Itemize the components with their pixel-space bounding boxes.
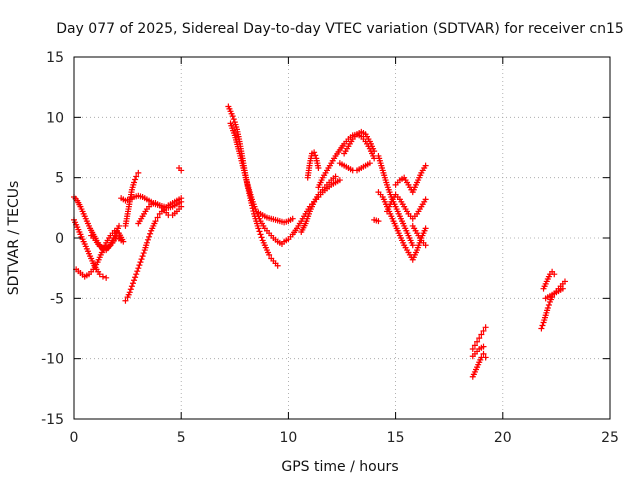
- data-point: [140, 250, 147, 257]
- data-point: [127, 286, 134, 293]
- y-tick-label: -10: [41, 352, 64, 368]
- data-point: [154, 214, 161, 221]
- data-point: [178, 167, 185, 174]
- data-point: [559, 285, 566, 292]
- data-point: [366, 160, 373, 167]
- data-point: [118, 237, 125, 244]
- y-tick-label: 15: [46, 50, 64, 66]
- data-point: [422, 242, 429, 249]
- data-point: [539, 322, 546, 329]
- data-point: [131, 277, 138, 284]
- data-point: [139, 253, 146, 260]
- y-tick-label: -15: [41, 412, 64, 428]
- data-point: [471, 342, 478, 349]
- data-point: [133, 271, 140, 278]
- data-point: [143, 239, 150, 246]
- chart-title: Day 077 of 2025, Sidereal Day-to-day VTE…: [56, 21, 624, 37]
- data-point: [561, 278, 568, 285]
- data-point: [178, 195, 185, 202]
- data-point: [116, 222, 123, 229]
- x-axis-ticks: 0 5 10 15 20 25: [70, 57, 619, 446]
- data-point: [131, 179, 138, 186]
- data-point: [134, 268, 141, 275]
- data-point: [538, 325, 545, 332]
- y-tick-label: 5: [55, 171, 64, 187]
- data-point: [375, 218, 382, 225]
- data-point: [482, 324, 489, 331]
- data-point: [136, 262, 143, 269]
- data-point: [371, 148, 378, 155]
- data-point: [422, 196, 429, 203]
- x-tick-label: 20: [494, 430, 512, 446]
- data-point: [551, 271, 558, 278]
- data-point: [132, 274, 139, 281]
- data-point: [480, 343, 487, 350]
- data-point: [229, 113, 236, 120]
- data-point: [138, 256, 145, 263]
- data-point: [135, 265, 142, 272]
- y-axis-label: SDTVAR / TECUs: [6, 181, 22, 296]
- x-tick-label: 5: [177, 430, 186, 446]
- data-point: [230, 116, 237, 123]
- x-tick-label: 10: [279, 430, 297, 446]
- x-tick-label: 25: [601, 430, 619, 446]
- x-tick-label: 15: [387, 430, 405, 446]
- data-point: [135, 169, 142, 176]
- data-point: [146, 233, 153, 240]
- data-point: [480, 350, 487, 357]
- data-point: [409, 242, 416, 249]
- data-point: [152, 218, 159, 225]
- data-point: [274, 262, 281, 269]
- data-point: [96, 271, 103, 278]
- data-point: [371, 155, 378, 162]
- y-tick-label: 0: [55, 231, 64, 247]
- data-point: [332, 173, 339, 180]
- data-point: [312, 152, 319, 159]
- data-point: [122, 297, 129, 304]
- data-point: [178, 203, 185, 210]
- data-point: [129, 280, 136, 287]
- data-point: [474, 338, 481, 345]
- data-point: [315, 165, 322, 172]
- data-point: [126, 289, 133, 296]
- data-point: [147, 230, 154, 237]
- data-point: [266, 251, 273, 258]
- data-point: [256, 228, 263, 235]
- data-point: [469, 346, 476, 353]
- data-point: [480, 327, 487, 334]
- data-point: [137, 259, 144, 266]
- data-point: [133, 173, 140, 180]
- data-point: [99, 273, 106, 280]
- data-point: [289, 215, 296, 222]
- data-point: [311, 149, 318, 156]
- data-point: [422, 162, 429, 169]
- data-point: [144, 236, 151, 243]
- data-point: [482, 354, 489, 361]
- y-tick-label: 10: [46, 110, 64, 126]
- y-tick-label: -5: [50, 291, 64, 307]
- grid: [74, 57, 610, 419]
- x-axis-label: GPS time / hours: [281, 459, 398, 475]
- x-tick-label: 0: [70, 430, 79, 446]
- data-point: [132, 176, 139, 183]
- y-axis-ticks: -15 -10 -5 0 5 10 15: [41, 50, 610, 428]
- data-point: [257, 231, 264, 238]
- data-point: [476, 335, 483, 342]
- data-point: [544, 304, 551, 311]
- data-point: [478, 331, 485, 338]
- data-point: [255, 225, 262, 232]
- data-point: [103, 274, 110, 281]
- data-point: [545, 301, 552, 308]
- data-points: [71, 103, 568, 380]
- data-point: [258, 234, 265, 241]
- data-point: [128, 283, 135, 290]
- data-point: [422, 225, 429, 232]
- data-point: [336, 177, 343, 184]
